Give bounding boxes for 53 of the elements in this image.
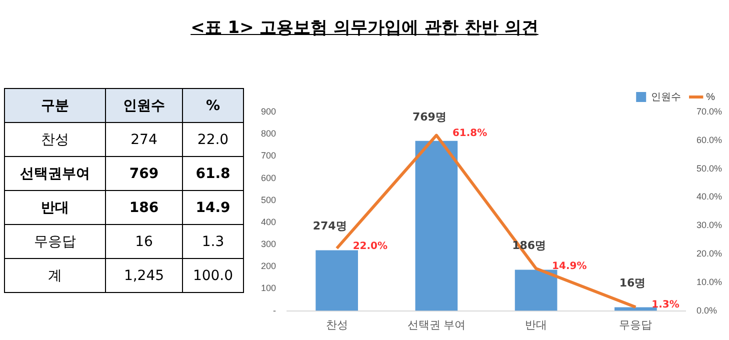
y-tick-label: 800: [260, 128, 276, 139]
y-tick-label: 200: [260, 261, 276, 272]
y-tick-label: 600: [260, 172, 276, 183]
chart-title: <표 1> 고용보험 의무가입에 관한 찬반 의견: [190, 17, 540, 39]
text: 100.0: [182, 258, 244, 292]
data-label: 14.9%: [552, 261, 587, 272]
y-tick-label: -: [273, 305, 276, 316]
text: 선택권부여: [4, 156, 106, 190]
text: 16: [106, 224, 182, 258]
y-tick-label: 500: [260, 194, 276, 205]
text: 무응답: [4, 224, 106, 258]
y-tick-label: 400: [260, 216, 276, 227]
text: 1.3: [182, 224, 244, 258]
text: %: [182, 88, 244, 122]
bar: [514, 270, 558, 311]
x-tick-label: 선택권 부여: [407, 319, 466, 332]
text: 인원수: [106, 88, 182, 122]
text: 계: [4, 258, 106, 292]
data-label: 16명: [619, 276, 646, 290]
data-label: 61.8%: [452, 128, 488, 139]
x-tick-label: 무응답: [619, 319, 652, 332]
data-label: 1.3%: [652, 300, 680, 311]
y2-tick-label: 50.0%: [696, 163, 722, 174]
legend-label: 인원수: [651, 92, 682, 103]
bar: [316, 250, 358, 311]
bar: [415, 140, 458, 311]
text: 구분: [4, 88, 106, 122]
y2-tick-label: 0.0%: [696, 305, 717, 316]
y-tick-label: 100: [260, 283, 276, 294]
text: 274: [106, 122, 182, 156]
x-tick-label: 찬성: [326, 319, 348, 332]
y2-tick-label: 70.0%: [696, 106, 722, 116]
legend-label: %: [706, 92, 716, 103]
text: 반대: [4, 190, 106, 224]
data-label: 769명: [412, 110, 446, 124]
data-label: 22.0%: [352, 240, 388, 252]
y2-tick-label: 30.0%: [696, 220, 722, 230]
y2-tick-label: 10.0%: [696, 276, 722, 287]
y-tick-label: 700: [260, 150, 276, 161]
data-label: 274명: [312, 220, 347, 233]
text: 찬성: [4, 122, 106, 156]
y-tick-label: 300: [260, 239, 276, 250]
y-tick-label: 900: [260, 106, 276, 116]
text: 14.9: [182, 190, 244, 224]
text: 186: [106, 190, 182, 224]
text: 22.0: [182, 122, 244, 156]
x-tick-label: 반대: [525, 319, 548, 332]
y2-tick-label: 20.0%: [696, 248, 722, 258]
text: 1,245: [106, 258, 182, 292]
y2-tick-label: 40.0%: [696, 192, 722, 202]
text: 769: [106, 156, 182, 190]
text: 61.8: [182, 156, 244, 190]
y2-tick-label: 60.0%: [696, 134, 722, 145]
